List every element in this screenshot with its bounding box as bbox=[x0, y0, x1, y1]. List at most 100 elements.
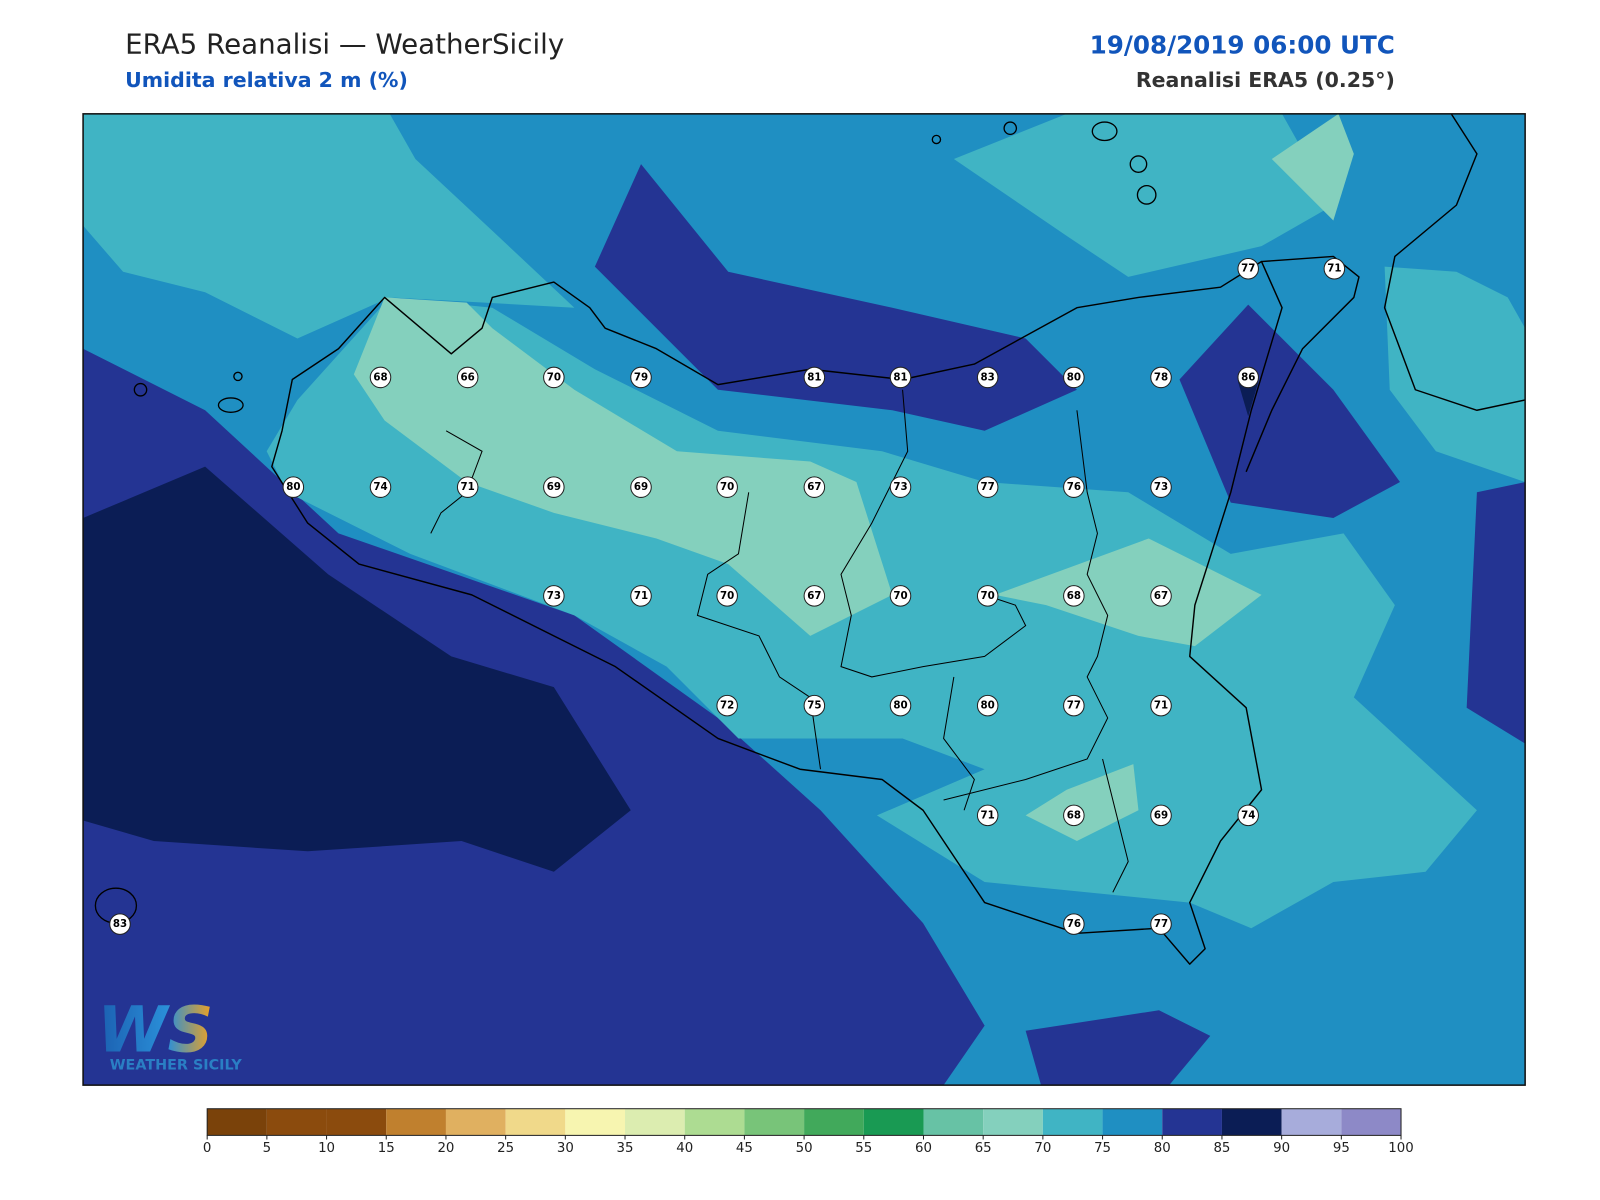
station-marker bbox=[1237, 257, 1259, 280]
station-marker bbox=[1063, 694, 1085, 717]
logo-mark: WS bbox=[97, 992, 213, 1066]
field-band bbox=[1179, 304, 1400, 518]
station-value: 70 bbox=[547, 371, 561, 383]
station-marker bbox=[1237, 804, 1259, 827]
station-value: 73 bbox=[547, 590, 561, 602]
colorbar-tick-label: 95 bbox=[1333, 1141, 1350, 1156]
colorbar-tick-label: 75 bbox=[1094, 1141, 1111, 1156]
station-marker bbox=[630, 585, 652, 607]
station-marker bbox=[630, 366, 652, 389]
field-band bbox=[1466, 482, 1526, 744]
colorbar-bin bbox=[1281, 1108, 1342, 1136]
station-value: 70 bbox=[720, 590, 734, 602]
station-value: 72 bbox=[720, 700, 734, 712]
station-marker bbox=[282, 476, 305, 498]
island bbox=[1091, 121, 1118, 142]
station-marker bbox=[1150, 585, 1172, 607]
title: ERA5 Reanalisi — WeatherSicily bbox=[125, 27, 564, 60]
station-marker bbox=[889, 585, 912, 607]
source: Reanalisi ERA5 (0.25°) bbox=[1136, 68, 1395, 92]
station-value: 73 bbox=[1154, 481, 1168, 493]
station-value: 70 bbox=[720, 481, 734, 493]
station-value: 86 bbox=[1241, 371, 1255, 383]
colorbar-tick-label: 25 bbox=[497, 1141, 514, 1156]
station-value: 70 bbox=[893, 590, 907, 602]
station-value: 68 bbox=[373, 371, 387, 383]
field-band bbox=[594, 164, 1077, 431]
station-marker bbox=[109, 913, 131, 935]
station-marker bbox=[1323, 257, 1346, 280]
colorbar-bin bbox=[1162, 1108, 1222, 1136]
island bbox=[1129, 155, 1148, 173]
station-marker bbox=[889, 366, 912, 389]
map-frame bbox=[82, 113, 1526, 1086]
map-field bbox=[83, 113, 1526, 1086]
colorbar-tick-label: 100 bbox=[1388, 1141, 1413, 1156]
station-value: 68 bbox=[1067, 590, 1081, 602]
station-marker bbox=[369, 476, 392, 498]
station-value: 79 bbox=[634, 371, 648, 383]
station-value: 66 bbox=[461, 371, 475, 383]
station-value: 67 bbox=[1154, 590, 1168, 602]
island bbox=[1003, 121, 1018, 136]
colorbar-bin bbox=[804, 1108, 864, 1136]
coastline bbox=[1245, 255, 1360, 473]
station-marker bbox=[976, 476, 999, 498]
station-value: 71 bbox=[461, 481, 475, 493]
station-marker bbox=[803, 366, 826, 389]
station-marker bbox=[976, 694, 999, 717]
colorbar-tick-label: 45 bbox=[736, 1141, 753, 1156]
field-band bbox=[1025, 764, 1139, 842]
station-marker bbox=[976, 804, 999, 827]
station-marker bbox=[1150, 694, 1172, 717]
colorbar-bin bbox=[266, 1108, 327, 1136]
colorbar-tick-label: 20 bbox=[437, 1141, 454, 1156]
station-value: 77 bbox=[1154, 918, 1168, 930]
colorbar-bin bbox=[684, 1108, 745, 1136]
station-marker bbox=[543, 476, 565, 498]
station-value: 69 bbox=[634, 481, 648, 493]
field-band bbox=[1384, 266, 1526, 483]
station-marker bbox=[543, 585, 565, 607]
province-border bbox=[840, 389, 1027, 678]
colorbar-bin bbox=[565, 1108, 626, 1136]
station-value: 76 bbox=[1067, 481, 1081, 493]
island bbox=[931, 134, 942, 145]
colorbar-tick-label: 85 bbox=[1213, 1141, 1230, 1156]
station-marker bbox=[716, 476, 738, 498]
station-value: 71 bbox=[981, 809, 995, 821]
colorbar-tick-label: 0 bbox=[203, 1141, 211, 1156]
logo-name: WEATHER SICILY bbox=[110, 1058, 243, 1074]
field-band bbox=[83, 113, 575, 339]
stations: 77 71 68 66 70 79 81 81 83 80 78 86 80 74 71 69 69 70 67 73… bbox=[109, 257, 1346, 935]
station-marker bbox=[803, 476, 826, 498]
station-value: 74 bbox=[373, 481, 387, 493]
colorbar-bin bbox=[207, 1108, 267, 1136]
station-value: 67 bbox=[807, 481, 821, 493]
colorbar-bin bbox=[625, 1108, 685, 1136]
colorbar-tick-label: 50 bbox=[796, 1141, 813, 1156]
colorbar-tick-label: 35 bbox=[617, 1141, 634, 1156]
station-marker bbox=[1063, 366, 1085, 389]
colorbar-bin bbox=[744, 1108, 805, 1136]
colorbar-bin bbox=[983, 1108, 1043, 1136]
station-marker bbox=[456, 476, 479, 498]
station-value: 73 bbox=[893, 481, 907, 493]
colorbar-bin bbox=[863, 1108, 924, 1136]
station-marker bbox=[716, 694, 738, 717]
colorbar-tick-label: 80 bbox=[1154, 1141, 1171, 1156]
station-marker bbox=[1063, 804, 1085, 827]
station-value: 80 bbox=[286, 481, 300, 493]
station-value: 67 bbox=[807, 590, 821, 602]
station-marker bbox=[1150, 913, 1172, 935]
province-border bbox=[1102, 758, 1129, 893]
station-marker bbox=[976, 366, 999, 389]
station-marker bbox=[716, 585, 738, 607]
colorbar-bin bbox=[923, 1108, 984, 1136]
station-marker bbox=[456, 366, 479, 389]
province-border bbox=[943, 410, 1109, 801]
colorbar-tick-label: 40 bbox=[676, 1141, 693, 1156]
station-marker bbox=[543, 366, 565, 389]
coastline bbox=[271, 260, 1283, 965]
